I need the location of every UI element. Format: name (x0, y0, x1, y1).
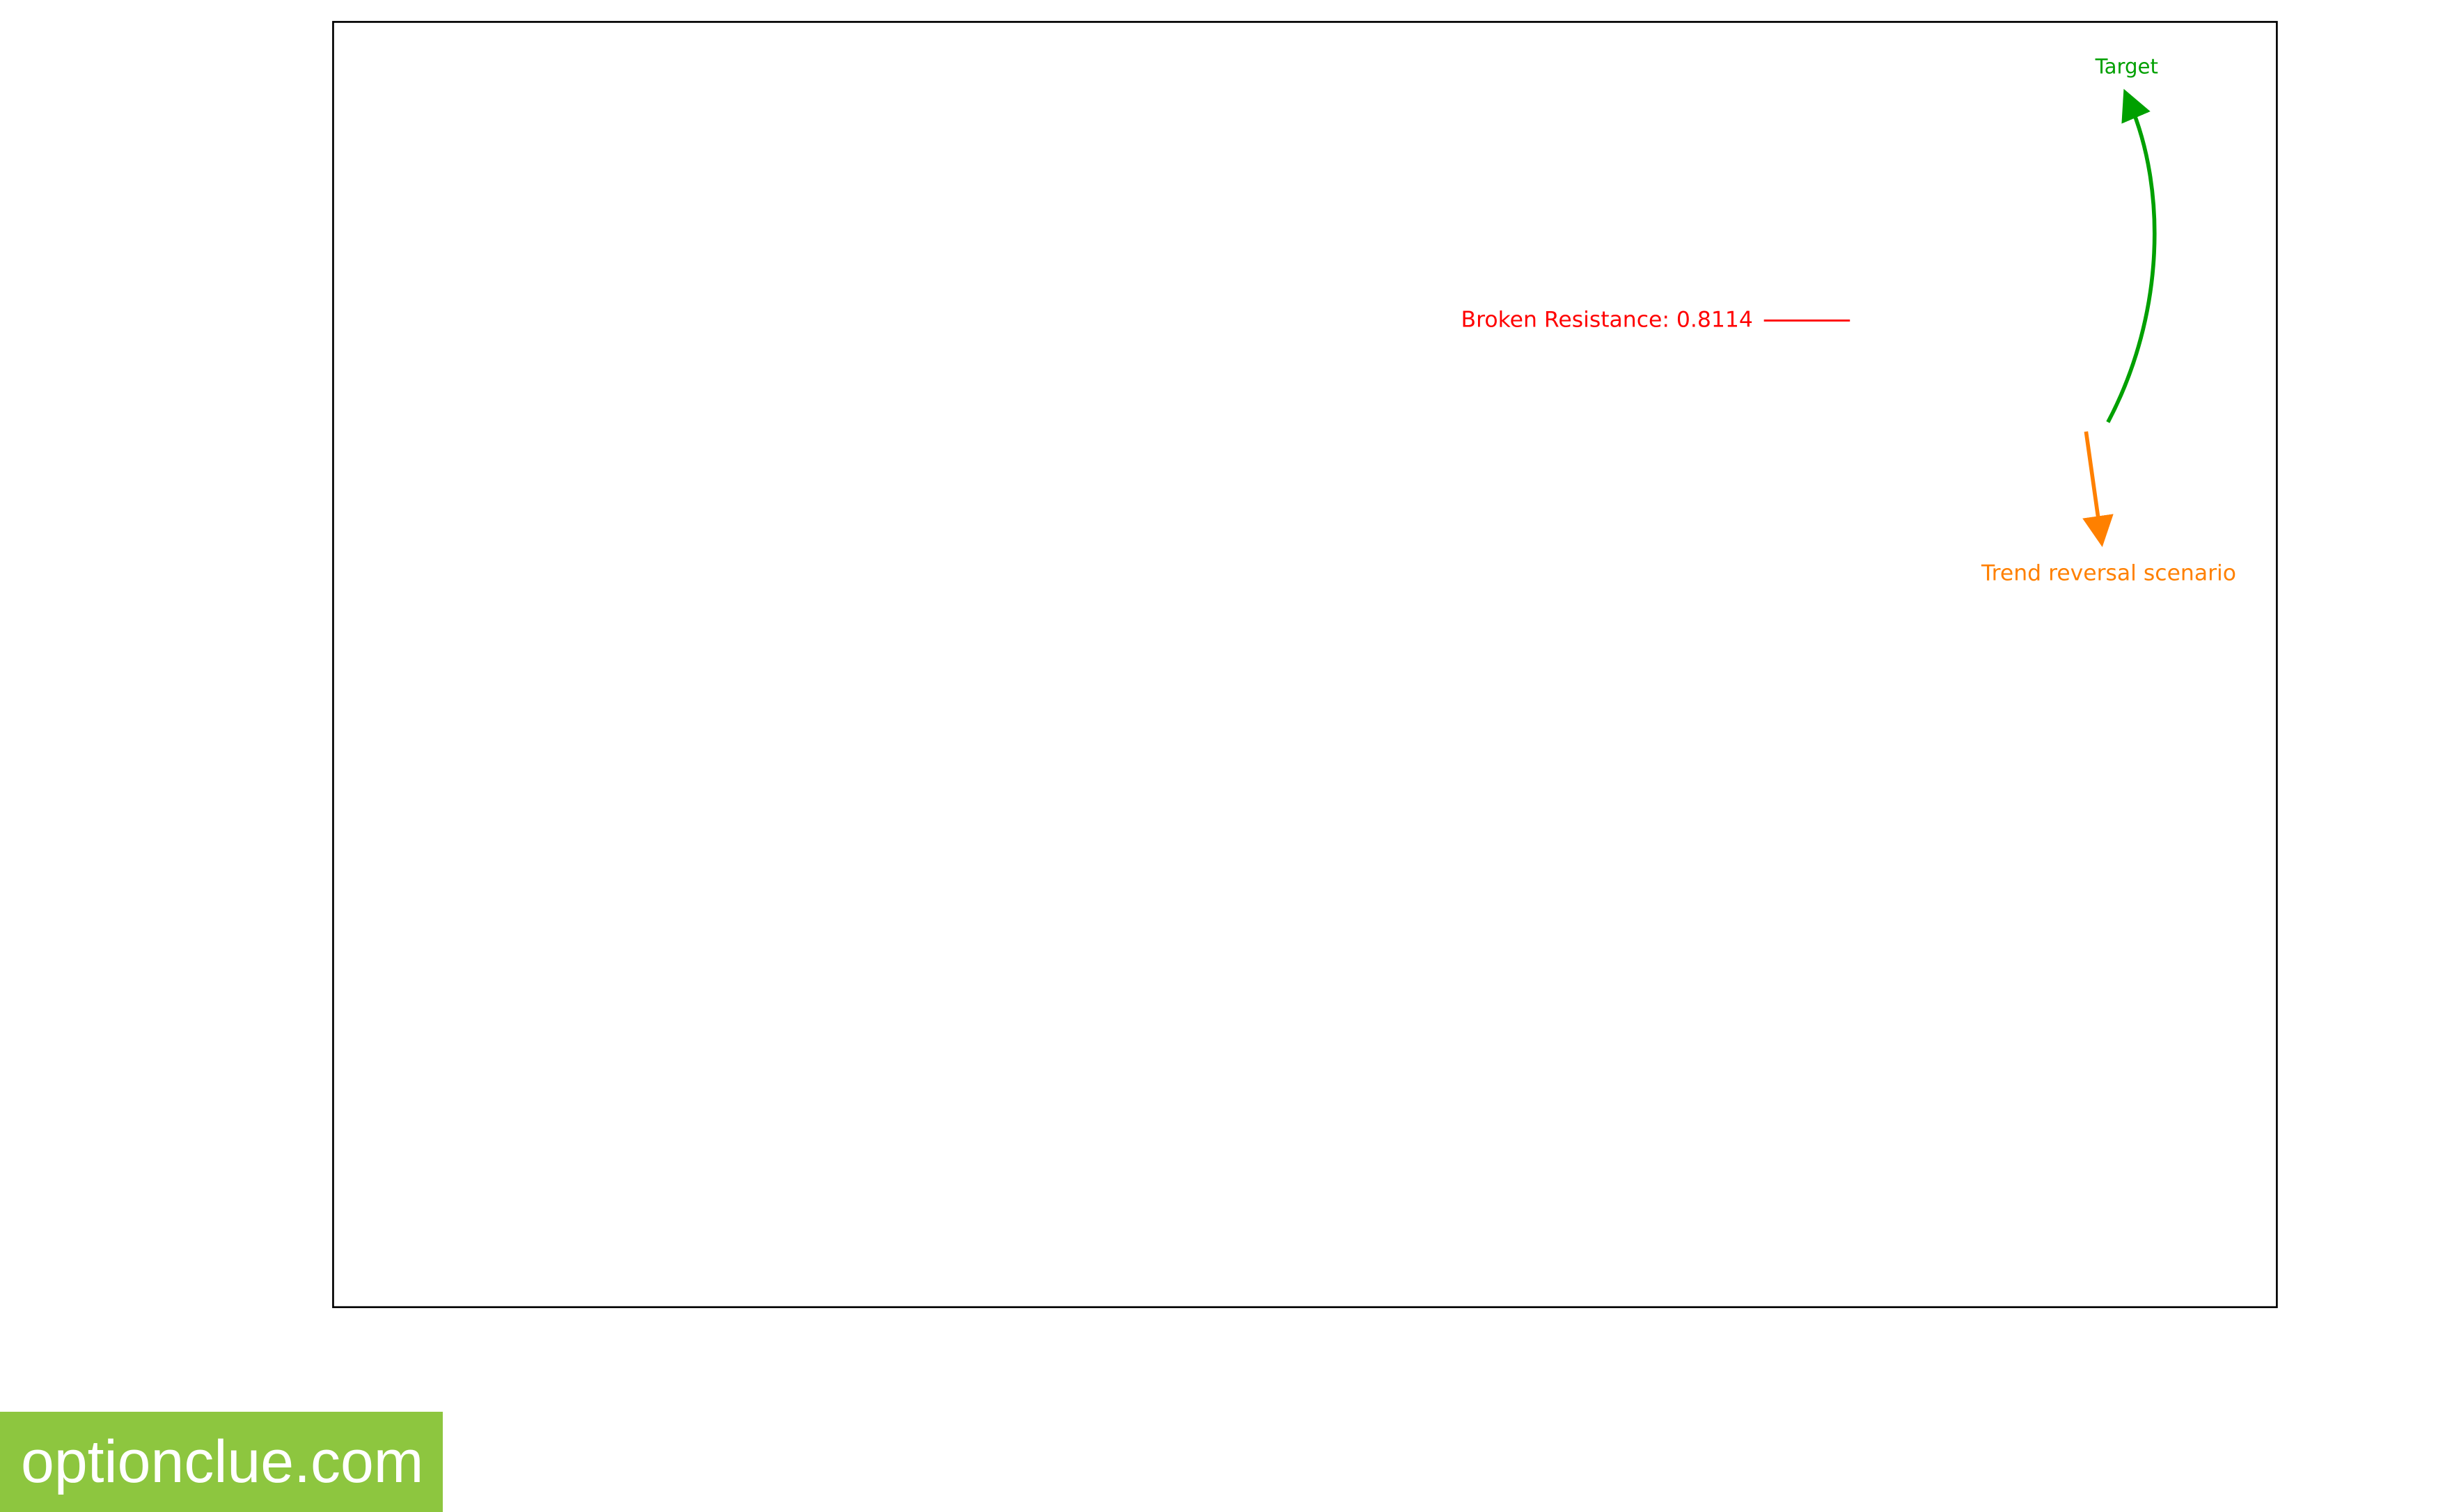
target-arrow (2106, 88, 2157, 423)
scenario-label: Trend reversal scenario (1981, 560, 2236, 585)
target-label: Target (2095, 55, 2158, 79)
watermark: optionclue.com (0, 1412, 443, 1512)
plot-frame (332, 21, 2278, 1309)
broken-resistance-label: Broken Resistance: 0.8114 (1461, 307, 1753, 332)
scenario-arrow (2082, 431, 2114, 547)
